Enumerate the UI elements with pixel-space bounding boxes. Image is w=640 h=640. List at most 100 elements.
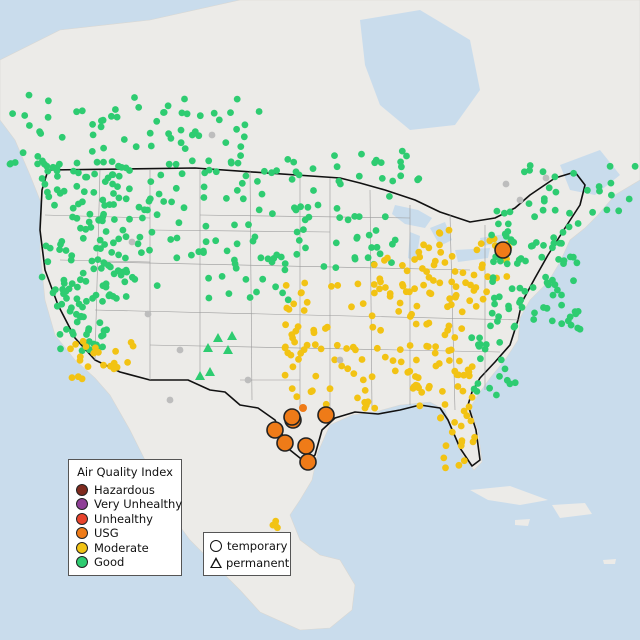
site-marker	[510, 323, 518, 331]
site-marker	[482, 341, 490, 348]
site-marker	[25, 91, 33, 99]
site-marker	[120, 136, 128, 143]
site-marker	[302, 244, 309, 252]
site-marker	[284, 296, 292, 304]
site-marker	[606, 162, 614, 170]
site-marker	[251, 233, 259, 241]
site-marker	[82, 277, 90, 285]
site-marker	[331, 356, 339, 364]
site-marker	[295, 171, 303, 179]
site-marker	[87, 223, 95, 231]
site-marker	[254, 178, 261, 185]
site-marker	[432, 362, 440, 370]
site-marker	[245, 221, 252, 229]
site-marker	[508, 285, 516, 293]
site-marker	[21, 112, 29, 119]
site-marker	[293, 393, 301, 401]
site-marker	[309, 165, 317, 173]
site-type-legend: temporary permanent	[203, 532, 291, 576]
site-marker	[255, 206, 263, 214]
site-marker	[79, 337, 87, 345]
site-marker	[122, 293, 130, 300]
site-marker	[540, 304, 547, 311]
site-marker	[505, 302, 512, 310]
site-marker	[495, 293, 503, 301]
site-marker	[122, 164, 130, 172]
site-marker	[67, 345, 74, 353]
site-marker	[96, 236, 104, 244]
site-marker	[368, 312, 376, 320]
site-marker	[445, 347, 453, 355]
site-marker	[205, 166, 213, 174]
site-marker	[268, 169, 275, 177]
site-marker	[348, 303, 355, 311]
site-marker	[355, 213, 363, 221]
site-marker	[153, 211, 161, 219]
site-marker	[113, 113, 121, 121]
site-marker	[227, 109, 234, 116]
legend-label: Very Unhealthy	[94, 497, 183, 511]
site-marker	[240, 133, 248, 141]
site-marker	[463, 412, 471, 420]
site-marker	[372, 227, 380, 234]
site-marker	[573, 259, 581, 267]
site-marker	[60, 290, 67, 298]
site-marker	[146, 129, 154, 137]
site-marker	[364, 254, 372, 262]
site-marker	[564, 317, 572, 325]
site-marker	[89, 131, 97, 139]
site-marker	[287, 351, 295, 359]
site-marker	[574, 220, 582, 227]
legend-item-very-unhealthy: Very Unhealthy	[76, 497, 182, 511]
site-marker	[569, 253, 577, 261]
site-marker	[281, 266, 289, 274]
site-marker	[432, 343, 439, 351]
site-marker	[110, 270, 118, 278]
site-marker	[516, 299, 523, 306]
site-marker	[239, 195, 247, 203]
site-marker	[472, 303, 480, 310]
site-marker	[73, 182, 81, 190]
site-marker	[173, 254, 181, 262]
permanent-site-marker	[195, 371, 205, 380]
site-marker	[502, 180, 510, 188]
legend-label: temporary	[227, 538, 288, 553]
site-marker	[560, 260, 567, 267]
site-marker	[373, 344, 381, 352]
site-marker	[74, 373, 82, 381]
site-marker	[195, 248, 203, 256]
site-marker	[110, 190, 117, 197]
site-marker	[101, 241, 108, 248]
site-marker	[503, 273, 511, 280]
site-marker	[399, 262, 406, 269]
site-marker	[333, 163, 341, 171]
site-marker	[109, 171, 117, 179]
site-marker	[436, 241, 443, 249]
site-marker	[292, 327, 300, 335]
site-marker	[414, 374, 422, 382]
site-marker	[358, 356, 366, 363]
site-marker	[181, 145, 189, 153]
site-marker	[225, 290, 233, 297]
site-marker	[413, 356, 420, 364]
site-marker	[99, 343, 106, 351]
site-marker	[242, 172, 250, 180]
usg-site-marker	[494, 241, 512, 259]
site-marker	[90, 349, 98, 357]
site-marker	[353, 233, 361, 241]
site-marker	[75, 300, 83, 308]
site-marker	[488, 309, 496, 317]
site-marker	[418, 388, 426, 396]
site-marker	[336, 214, 344, 222]
site-marker	[165, 130, 173, 138]
legend-label: Moderate	[94, 541, 149, 555]
site-marker	[80, 188, 88, 196]
site-marker	[344, 216, 352, 224]
hispaniola	[552, 503, 592, 518]
site-marker	[403, 267, 411, 275]
site-marker	[200, 183, 208, 191]
site-marker	[79, 234, 87, 242]
site-marker	[545, 184, 553, 192]
site-marker	[44, 167, 52, 175]
site-marker	[241, 121, 249, 129]
